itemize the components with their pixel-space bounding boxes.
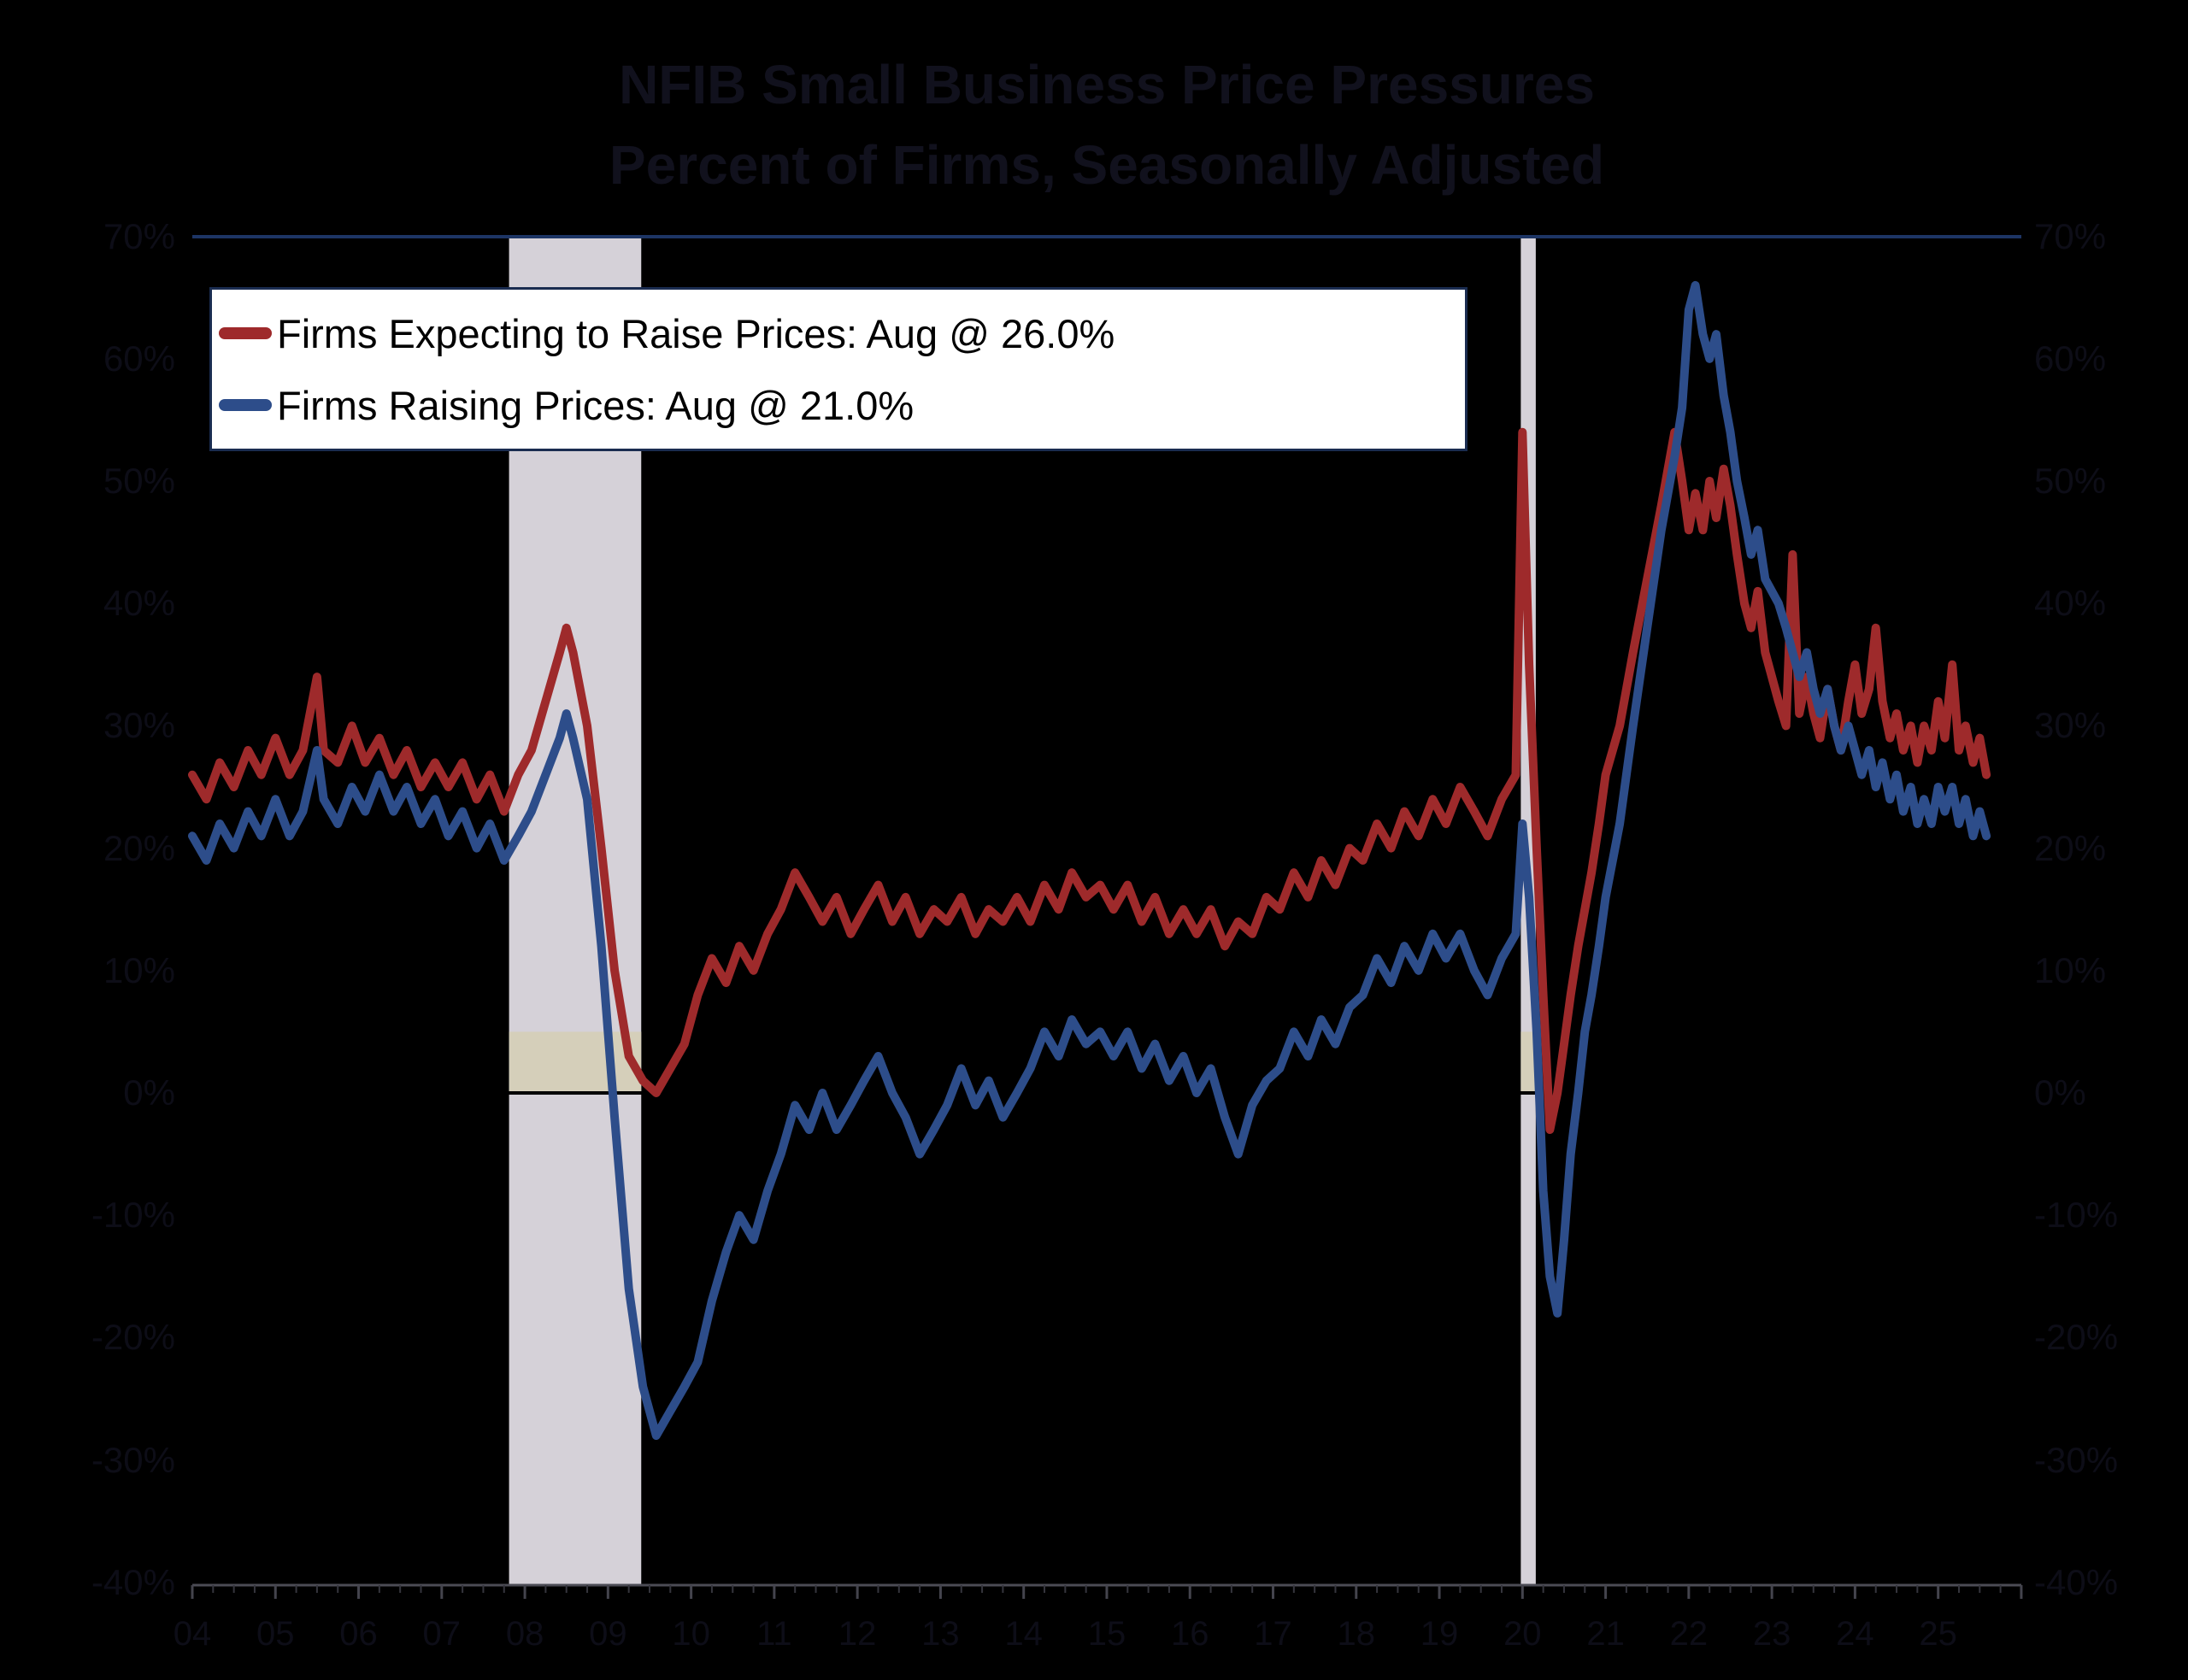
y-axis-label-right: -10% [2034, 1195, 2119, 1236]
x-axis-label: 21 [1586, 1615, 1625, 1653]
x-axis-label: 19 [1420, 1615, 1459, 1653]
y-axis-label-left: 20% [103, 827, 175, 868]
legend-item-raising: Firms Raising Prices: Aug @ 21.0% [219, 375, 1465, 435]
x-axis-label: 11 [756, 1615, 792, 1653]
x-axis-label: 17 [1254, 1615, 1292, 1653]
y-axis-label-right: -40% [2034, 1561, 2119, 1602]
y-axis-label-right: 40% [2034, 583, 2107, 624]
y-axis-label-right: 20% [2034, 827, 2107, 868]
x-axis-label: 20 [1503, 1615, 1542, 1653]
y-axis-label-right: -20% [2034, 1317, 2119, 1358]
x-axis-label: 09 [589, 1615, 627, 1653]
x-axis-label: 14 [1004, 1615, 1043, 1653]
x-axis-label: 24 [1836, 1615, 1874, 1653]
legend-swatch-raising [219, 399, 272, 411]
x-axis-label: 23 [1752, 1615, 1791, 1653]
highlight-band [1520, 1031, 1536, 1093]
y-axis-label-right: 0% [2034, 1072, 2086, 1113]
legend-box: Firms Expecting to Raise Prices: Aug @ 2… [209, 287, 1467, 451]
y-axis-label-left: 70% [103, 215, 175, 256]
y-axis-label-left: 50% [103, 461, 175, 501]
y-axis-label-left: 60% [103, 338, 175, 379]
y-axis-label-right: 30% [2034, 705, 2107, 746]
x-axis-label: 18 [1337, 1615, 1376, 1653]
x-axis-label: 15 [1087, 1615, 1126, 1653]
x-axis-label: 16 [1170, 1615, 1209, 1653]
series-expecting-line [188, 427, 1991, 1134]
y-axis-label-right: 50% [2034, 461, 2107, 501]
x-axis-label: 04 [173, 1615, 212, 1653]
y-axis-label-left: -20% [91, 1317, 175, 1358]
y-axis-label-left: -10% [91, 1195, 175, 1236]
y-axis-label-right: 70% [2034, 215, 2107, 256]
x-axis-label: 10 [672, 1615, 710, 1653]
y-axis-label-right: -30% [2034, 1439, 2119, 1480]
series-raising-line [188, 280, 1991, 1440]
legend-swatch-expecting [219, 327, 272, 339]
y-axis-label-right: 60% [2034, 338, 2107, 379]
x-axis-label: 05 [256, 1615, 295, 1653]
y-axis-label-left: 30% [103, 705, 175, 746]
y-axis-label-left: -40% [91, 1561, 175, 1602]
x-axis-label: 12 [838, 1615, 877, 1653]
legend-item-expecting: Firms Expecting to Raise Prices: Aug @ 2… [219, 303, 1465, 363]
legend-label-raising: Firms Raising Prices: Aug @ 21.0% [277, 382, 915, 428]
chart-title-line2: Percent of Firms, Seasonally Adjusted [609, 134, 1605, 196]
y-axis-label-left: -30% [91, 1439, 175, 1480]
x-axis-label: 08 [505, 1615, 544, 1653]
x-axis-label: 22 [1669, 1615, 1709, 1653]
y-axis-label-right: 10% [2034, 949, 2107, 990]
y-axis-label-left: 10% [103, 949, 175, 990]
x-axis-label: 07 [422, 1615, 462, 1653]
x-axis-label: 06 [339, 1615, 378, 1653]
x-axis-label: 13 [921, 1615, 960, 1653]
highlight-band [509, 1031, 642, 1093]
y-axis-label-left: 0% [123, 1072, 175, 1113]
x-axis-label: 25 [1919, 1615, 1957, 1653]
recession-band [509, 237, 642, 1585]
y-axis-label-left: 40% [103, 583, 175, 624]
legend-label-expecting: Firms Expecting to Raise Prices: Aug @ 2… [277, 310, 1115, 356]
chart-title-line1: NFIB Small Business Price Pressures [619, 54, 1595, 115]
